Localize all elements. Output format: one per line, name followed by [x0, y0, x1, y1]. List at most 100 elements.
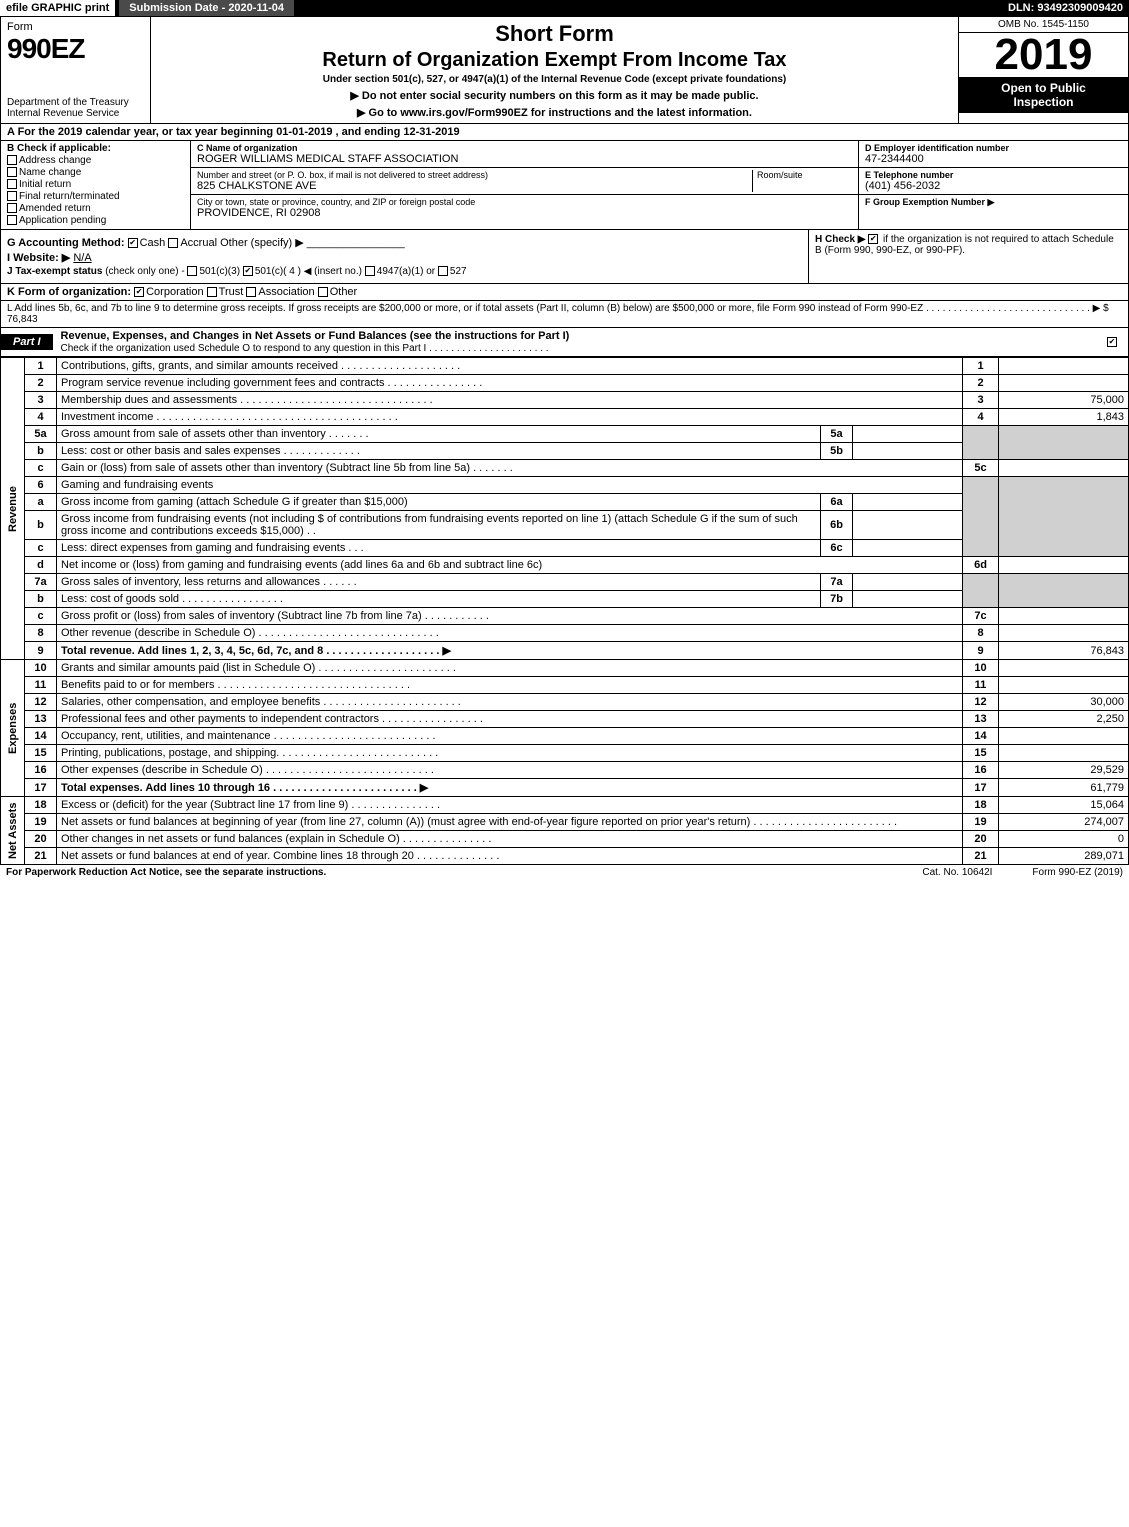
- final-return-checkbox[interactable]: Final return/terminated: [7, 191, 184, 202]
- line-18-num: 18: [25, 797, 57, 814]
- section-c: C Name of organization ROGER WILLIAMS ME…: [191, 141, 858, 229]
- inspection-label: Open to PublicInspection: [959, 77, 1128, 113]
- line-20-num: 20: [25, 831, 57, 848]
- org-name-label: C Name of organization: [197, 143, 852, 153]
- line-6abc-shade-amt: [999, 477, 1129, 557]
- line-14-desc: Occupancy, rent, utilities, and maintena…: [57, 728, 963, 745]
- submission-date: Submission Date - 2020-11-04: [119, 0, 294, 16]
- section-l: L Add lines 5b, 6c, and 7b to line 9 to …: [0, 301, 1129, 328]
- accounting-label: G Accounting Method:: [7, 237, 125, 249]
- other-method-label: Other (specify) ▶: [220, 237, 304, 249]
- line-6c-sub: 6c: [821, 540, 853, 557]
- line-9-num: 9: [25, 642, 57, 660]
- line-15-num: 15: [25, 745, 57, 762]
- line-15-amt: [999, 745, 1129, 762]
- cash-label: Cash: [140, 237, 166, 249]
- line-11-num: 11: [25, 677, 57, 694]
- part1-header: Part I Revenue, Expenses, and Changes in…: [0, 328, 1129, 357]
- line-2-amt: [999, 375, 1129, 392]
- line-1-amt: [999, 358, 1129, 375]
- line-9-desc: Total revenue. Add lines 1, 2, 3, 4, 5c,…: [57, 642, 963, 660]
- line-7a-sub: 7a: [821, 574, 853, 591]
- line-8-num: 8: [25, 625, 57, 642]
- line-2-num: 2: [25, 375, 57, 392]
- page-footer: For Paperwork Reduction Act Notice, see …: [0, 865, 1129, 880]
- amended-return-checkbox[interactable]: Amended return: [7, 203, 184, 214]
- line-13-desc: Professional fees and other payments to …: [57, 711, 963, 728]
- form-org-label: K Form of organization:: [7, 286, 131, 298]
- 4947-checkbox[interactable]: [365, 266, 375, 276]
- line-20-ref: 20: [963, 831, 999, 848]
- line-5ab-shade-amt: [999, 426, 1129, 460]
- 501c-checkbox[interactable]: ✔: [243, 266, 253, 276]
- phone-label: E Telephone number: [865, 170, 1122, 180]
- header-mid: Short Form Return of Organization Exempt…: [151, 17, 958, 123]
- header-left: Form 990EZ Department of the Treasury In…: [1, 17, 151, 123]
- line-19-num: 19: [25, 814, 57, 831]
- line-4-amt: 1,843: [999, 409, 1129, 426]
- org-name: ROGER WILLIAMS MEDICAL STAFF ASSOCIATION: [197, 153, 852, 165]
- line-16-desc: Other expenses (describe in Schedule O) …: [57, 762, 963, 779]
- line-12-desc: Salaries, other compensation, and employ…: [57, 694, 963, 711]
- line-12-ref: 12: [963, 694, 999, 711]
- line-15-desc: Printing, publications, postage, and shi…: [57, 745, 963, 762]
- line-6c-num: c: [25, 540, 57, 557]
- line-6d-amt: [999, 557, 1129, 574]
- section-g: G Accounting Method: ✔Cash Accrual Other…: [1, 230, 808, 283]
- part1-schedule-o-checkbox[interactable]: ✔: [1107, 337, 1117, 347]
- line-6b-sub: 6b: [821, 511, 853, 540]
- line-7ab-shade: [963, 574, 999, 608]
- line-12-num: 12: [25, 694, 57, 711]
- lines-table: Revenue 1Contributions, gifts, grants, a…: [0, 357, 1129, 865]
- line-13-amt: 2,250: [999, 711, 1129, 728]
- other-org-label: Other: [330, 286, 358, 298]
- app-pending-checkbox[interactable]: Application pending: [7, 215, 184, 226]
- line-10-ref: 10: [963, 660, 999, 677]
- line-8-ref: 8: [963, 625, 999, 642]
- netassets-vlabel: Net Assets: [1, 797, 25, 865]
- line-6b-num: b: [25, 511, 57, 540]
- schedule-b-checkbox[interactable]: ✔: [868, 234, 878, 244]
- line-15-ref: 15: [963, 745, 999, 762]
- initial-return-checkbox[interactable]: Initial return: [7, 179, 184, 190]
- line-14-amt: [999, 728, 1129, 745]
- line-6a-num: a: [25, 494, 57, 511]
- group-exemption-label: F Group Exemption Number ▶: [865, 197, 1122, 208]
- 527-label: 527: [450, 266, 467, 277]
- corp-checkbox[interactable]: ✔: [134, 287, 144, 297]
- addr-change-checkbox[interactable]: Address change: [7, 155, 184, 166]
- top-bar: efile GRAPHIC print Submission Date - 20…: [0, 0, 1129, 16]
- form-title: Return of Organization Exempt From Incom…: [159, 49, 950, 72]
- cash-checkbox[interactable]: ✔: [128, 238, 138, 248]
- other-org-checkbox[interactable]: [318, 287, 328, 297]
- line-4-num: 4: [25, 409, 57, 426]
- line-12-amt: 30,000: [999, 694, 1129, 711]
- line-7a-desc: Gross sales of inventory, less returns a…: [57, 574, 821, 591]
- section-h: H Check ▶ ✔ if the organization is not r…: [808, 230, 1128, 283]
- name-change-checkbox[interactable]: Name change: [7, 167, 184, 178]
- line-6b-subval: [853, 511, 963, 540]
- accrual-checkbox[interactable]: [168, 238, 178, 248]
- line-5a-subval: [853, 426, 963, 443]
- ein-label: D Employer identification number: [865, 143, 1122, 153]
- dln-label: DLN: 93492309009420: [1002, 0, 1129, 16]
- 501c3-checkbox[interactable]: [187, 266, 197, 276]
- tax-exempt-note: (check only one) -: [105, 266, 184, 277]
- trust-checkbox[interactable]: [207, 287, 217, 297]
- form-number: 990EZ: [7, 33, 144, 65]
- line-6d-desc: Net income or (loss) from gaming and fun…: [57, 557, 963, 574]
- assoc-checkbox[interactable]: [246, 287, 256, 297]
- form-ref: Form 990-EZ (2019): [1032, 867, 1123, 878]
- line-1-num: 1: [25, 358, 57, 375]
- line-18-amt: 15,064: [999, 797, 1129, 814]
- line-17-ref: 17: [963, 779, 999, 797]
- trust-label: Trust: [219, 286, 244, 298]
- line-5c-num: c: [25, 460, 57, 477]
- line-2-desc: Program service revenue including govern…: [57, 375, 963, 392]
- room-suite-label: Room/suite: [752, 170, 852, 192]
- line-21-amt: 289,071: [999, 848, 1129, 865]
- 527-checkbox[interactable]: [438, 266, 448, 276]
- line-7b-subval: [853, 591, 963, 608]
- check-if-label: B Check if applicable:: [7, 143, 184, 154]
- form-label: Form: [7, 21, 144, 33]
